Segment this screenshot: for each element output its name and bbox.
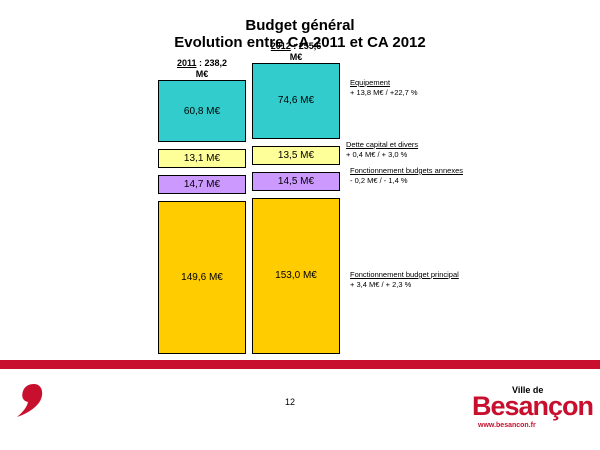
- logo-city-prefix: Ville de: [512, 385, 544, 395]
- bar-value-label: 14,7 M€: [183, 179, 221, 191]
- bar-value-label: 149,6 M€: [181, 272, 223, 284]
- series-annotation-name: Fonctionnement budget principal: [350, 269, 459, 279]
- bar-segment: 13,1 M€: [158, 149, 246, 169]
- series-annotation-change: + 3,4 M€ / + 2,3 %: [350, 279, 412, 289]
- column-total-value: : 255,6: [290, 40, 322, 51]
- column-total-unit: M€: [195, 69, 209, 80]
- bar-segment: 14,5 M€: [252, 171, 340, 191]
- bar-value-label: 13,5 M€: [277, 149, 315, 161]
- bar-segment: 14,7 M€: [158, 175, 246, 195]
- column-total-label: 2012 : 255,6 M€: [246, 41, 346, 63]
- series-annotation-name: Fonctionnement budgets annexes: [350, 165, 463, 175]
- bar-value-label: 60,8 M€: [183, 105, 221, 117]
- logo-comma-icon: [17, 384, 43, 417]
- column-year: 2012: [270, 40, 291, 51]
- column-year: 2011: [176, 58, 197, 69]
- column-total-label: 2011 : 238,2 M€: [152, 58, 252, 80]
- bar-value-label: 14,5 M€: [277, 175, 315, 187]
- footer-red-band: [0, 360, 600, 369]
- column-total-unit: M€: [289, 51, 303, 62]
- logo-website-link[interactable]: www.besancon.fr: [478, 422, 536, 429]
- bar-value-label: 153,0 M€: [275, 270, 317, 282]
- series-annotation-name: Dette capital et divers: [346, 139, 419, 149]
- bar-segment: 153,0 M€: [252, 197, 340, 354]
- chart-subtitle: Evolution entre CA 2011 et CA 2012: [174, 34, 426, 51]
- page-number: 12: [284, 397, 295, 407]
- bar-value-label: 74,6 M€: [277, 95, 315, 107]
- bar-value-label: 13,1 M€: [183, 153, 221, 165]
- series-annotation-change: - 0,2 M€ / - 1,4 %: [350, 175, 408, 185]
- bar-segment: 149,6 M€: [158, 201, 246, 354]
- series-annotation-name: Equipement: [350, 77, 391, 87]
- bar-segment: 13,5 M€: [252, 145, 340, 165]
- logo-city-name: Besançon: [472, 391, 594, 421]
- chart-title: Budget général: [245, 17, 355, 34]
- bar-segment: 74,6 M€: [252, 62, 340, 139]
- series-annotation-change: + 13,8 M€ / +22,7 %: [350, 87, 418, 97]
- series-annotation-change: + 0,4 M€ / + 3,0 %: [346, 149, 408, 159]
- column-total-value: : 238,2: [196, 58, 228, 69]
- bar-segment: 60,8 M€: [158, 80, 246, 143]
